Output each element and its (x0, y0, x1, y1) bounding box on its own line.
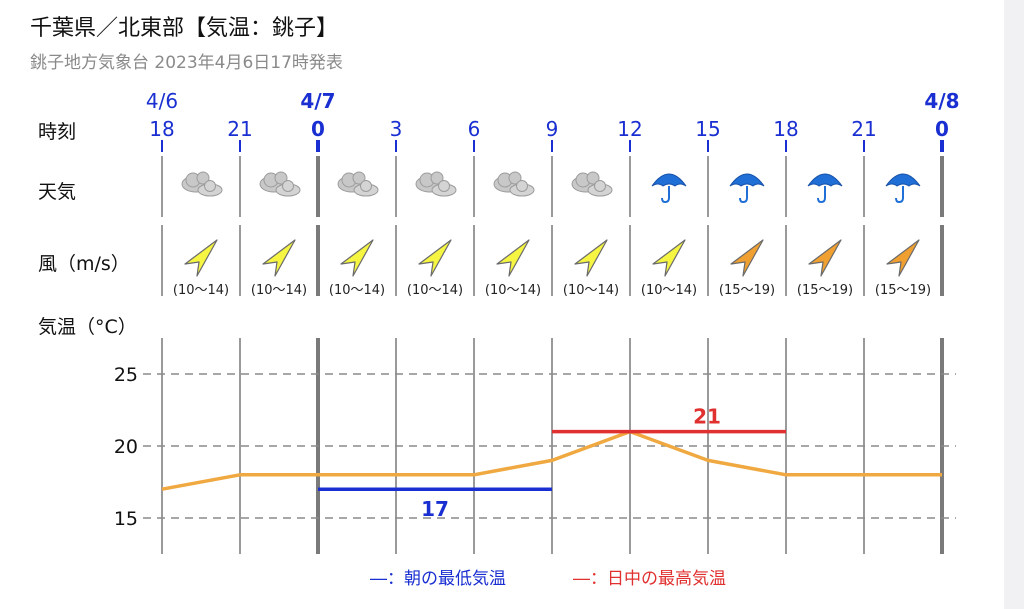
temperature-line (161, 429, 942, 491)
date-label: 4/7 (300, 89, 335, 113)
max-temp-label: 21 (693, 405, 721, 429)
wind-arrow-icon (184, 239, 218, 277)
cloud-icon (337, 171, 379, 197)
cloud-icon (493, 171, 535, 197)
hour-label: 0 (935, 117, 949, 141)
time-row-label: 時刻 (38, 121, 77, 143)
wind-arrow-icon (808, 239, 842, 277)
legend-min-temp: ―：朝の最低気温 (370, 569, 506, 589)
wind-speed-range: (10～14) (563, 283, 619, 298)
hour-label: 21 (851, 117, 876, 141)
temperature-row-label: 気温（°C） (38, 316, 137, 338)
y-tick-label: 25 (114, 364, 138, 386)
cloud-icon (415, 171, 457, 197)
hour-label: 12 (617, 117, 642, 141)
hour-label: 9 (546, 117, 559, 141)
hour-label: 3 (390, 117, 403, 141)
wind-speed-range: (15～19) (797, 283, 853, 298)
wind-arrow-icon (418, 239, 452, 277)
umbrella-icon (651, 173, 687, 204)
hour-label: 6 (468, 117, 481, 141)
umbrella-icon (729, 173, 765, 204)
wind-speed-range: (10～14) (251, 283, 307, 298)
date-label: 4/8 (924, 89, 959, 113)
scrollbar[interactable] (1004, 0, 1024, 609)
cloud-icon (259, 171, 301, 197)
page-title: 千葉県／北東部【気温：銚子】 (30, 16, 339, 41)
hour-label: 0 (311, 117, 325, 141)
wind-arrow-icon (886, 239, 920, 277)
hour-label: 15 (695, 117, 720, 141)
page-subtitle: 銚子地方気象台 2023年4月6日17時発表 (30, 53, 343, 73)
min-temp-label: 17 (421, 497, 449, 521)
hour-label: 21 (227, 117, 252, 141)
umbrella-icon (807, 173, 843, 204)
wind-speed-range: (15～19) (719, 283, 775, 298)
wind-speed-range: (10～14) (485, 283, 541, 298)
wind-speed-range: (10～14) (329, 283, 385, 298)
wind-arrow-icon (574, 239, 608, 277)
umbrella-icon (885, 173, 921, 204)
y-tick-label: 20 (114, 436, 138, 458)
y-tick-label: 15 (114, 508, 138, 530)
wind-speed-range: (10～14) (407, 283, 463, 298)
wind-arrow-icon (262, 239, 296, 277)
wind-speed-range: (15～19) (875, 283, 931, 298)
wind-arrow-icon (652, 239, 686, 277)
wind-speed-range: (10～14) (173, 283, 229, 298)
date-label: 4/6 (146, 89, 178, 113)
wind-arrow-icon (340, 239, 374, 277)
hour-label: 18 (773, 117, 798, 141)
weather-row-label: 天気 (38, 181, 77, 203)
cloud-icon (181, 171, 223, 197)
cloud-icon (571, 171, 613, 197)
wind-arrow-icon (496, 239, 530, 277)
wind-arrow-icon (730, 239, 764, 277)
legend-max-temp: ―：日中の最高気温 (573, 569, 726, 589)
wind-speed-range: (10～14) (641, 283, 697, 298)
wind-row-label: 風（m/s） (38, 253, 130, 275)
hour-label: 18 (149, 117, 174, 141)
